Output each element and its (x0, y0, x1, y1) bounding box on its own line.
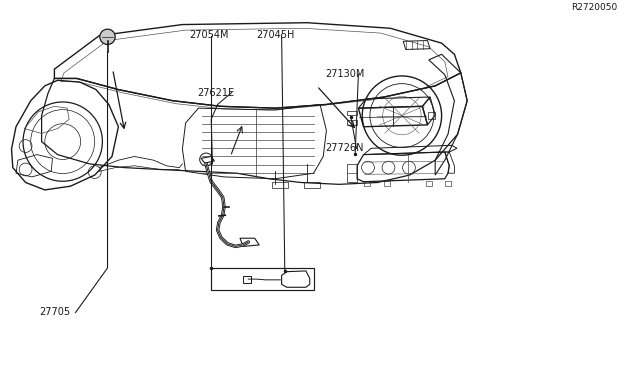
Bar (445, 182, 451, 186)
Text: 27705: 27705 (40, 307, 71, 317)
Text: 27054M: 27054M (189, 30, 228, 39)
Bar (347, 120, 357, 125)
Bar (347, 111, 357, 115)
Circle shape (100, 29, 115, 45)
Text: R2720050: R2720050 (572, 3, 618, 12)
Bar (384, 182, 390, 186)
Bar (426, 182, 432, 186)
Text: 27130M: 27130M (325, 69, 365, 79)
Bar (211, 268, 314, 289)
Bar (304, 182, 320, 189)
Text: 27045H: 27045H (256, 30, 294, 39)
Bar (364, 182, 370, 186)
Bar (272, 182, 288, 189)
Text: 27621E: 27621E (197, 87, 234, 97)
Text: 27726N: 27726N (325, 143, 364, 153)
